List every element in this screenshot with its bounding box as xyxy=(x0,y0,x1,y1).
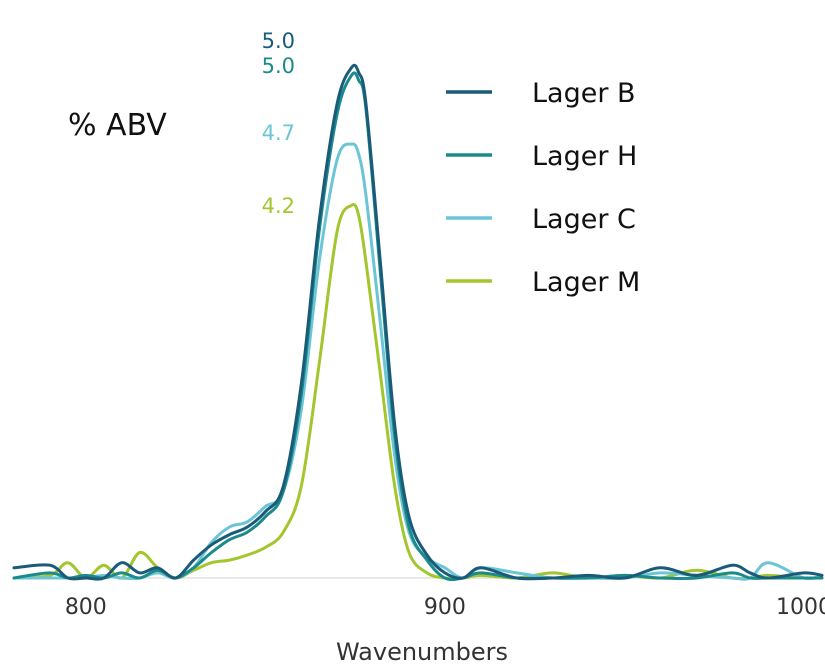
legend-label: Lager M xyxy=(532,267,640,298)
peak-label: 5.0 xyxy=(262,29,295,53)
x-tick-label: 1000 xyxy=(776,595,825,620)
peak-labels: 5.05.0 4.7 4.2 xyxy=(262,29,295,218)
x-axis-title: Wavenumbers xyxy=(336,638,508,666)
plot-area xyxy=(12,63,824,582)
x-tick-label: 900 xyxy=(424,595,466,620)
series-lines xyxy=(12,63,824,582)
peak-label: 5.0 xyxy=(262,54,295,78)
chart-title: % ABV xyxy=(68,108,167,143)
peak-label: 4.7 xyxy=(262,121,295,145)
x-axis-ticks: 800 900 1000 xyxy=(65,595,825,620)
series-line-lager-h xyxy=(12,71,824,582)
series-line-lager-c xyxy=(12,142,824,581)
x-tick-label: 800 xyxy=(65,595,107,620)
legend: Lager B Lager H Lager C Lager M xyxy=(446,78,640,298)
legend-label: Lager B xyxy=(532,78,636,109)
peak-label: 4.2 xyxy=(262,194,295,218)
legend-label: Lager H xyxy=(532,141,637,172)
legend-label: Lager C xyxy=(532,204,636,235)
series-line-lager-b xyxy=(12,63,824,581)
series-line-lager-m xyxy=(12,203,824,581)
